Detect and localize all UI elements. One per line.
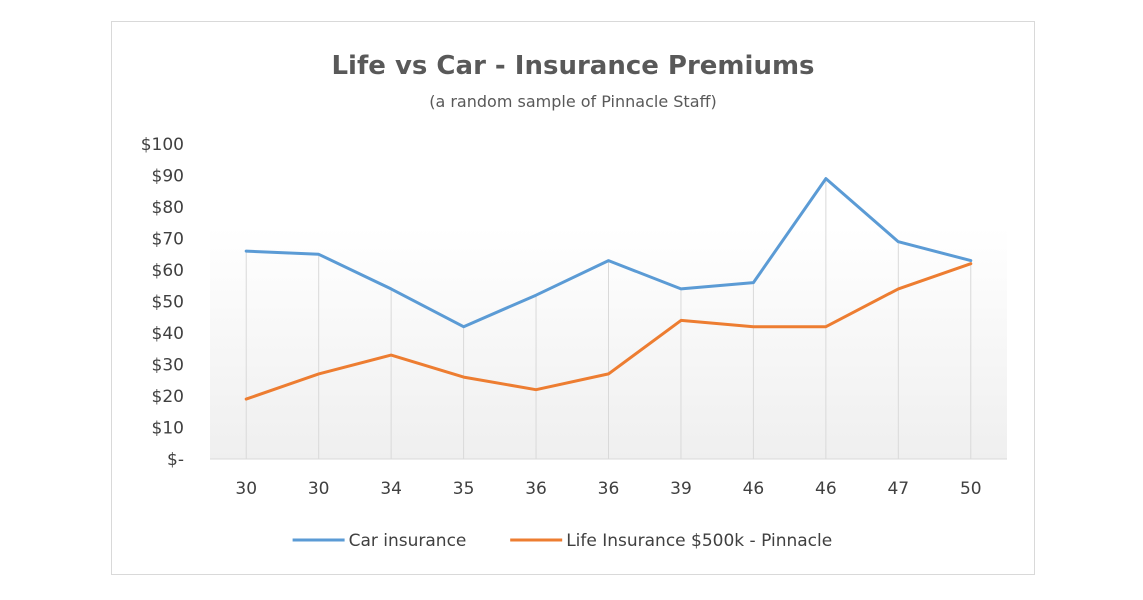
series-lines [244, 177, 973, 401]
x-tick-label: 30 [235, 479, 257, 499]
series-line [244, 177, 973, 329]
y-tick-label: $50 [152, 293, 184, 313]
x-tick-label: 47 [887, 479, 909, 499]
y-tick-label: $80 [152, 198, 184, 218]
gridlines [210, 178, 1007, 460]
legend: Car insurance Life Insurance $500k - Pinn… [292, 531, 832, 551]
y-tick-label: $70 [152, 230, 184, 250]
chart: Life vs Car - Insurance Premiums (a rand… [141, 51, 1007, 551]
legend-label: Car insurance [349, 531, 467, 551]
x-tick-label: 46 [743, 479, 765, 499]
y-axis-tick-labels: $- $10 $20 $30 $40 $50 $60 $70 $80 $90 $100 [141, 135, 184, 470]
x-axis-tick-labels: 30 30 34 35 36 36 39 46 46 47 50 [235, 479, 981, 499]
legend-label: Life Insurance $500k - Pinnacle [566, 531, 832, 551]
y-tick-label: $60 [152, 261, 184, 281]
y-tick-label: $20 [152, 387, 184, 407]
chart-title: Life vs Car - Insurance Premiums [331, 51, 814, 81]
chart-subtitle: (a random sample of Pinnacle Staff) [429, 92, 717, 111]
x-tick-label: 46 [815, 479, 837, 499]
y-tick-label: $- [167, 450, 184, 470]
x-tick-label: 34 [380, 479, 402, 499]
x-tick-label: 36 [598, 479, 620, 499]
y-tick-label: $100 [141, 135, 184, 155]
x-tick-label: 36 [525, 479, 547, 499]
x-tick-label: 35 [453, 479, 475, 499]
y-tick-label: $40 [152, 324, 184, 344]
y-tick-label: $10 [152, 419, 184, 439]
x-tick-label: 30 [308, 479, 330, 499]
chart-frame: Life vs Car - Insurance Premiums (a rand… [111, 21, 1035, 575]
series-line [244, 262, 973, 401]
y-tick-label: $90 [152, 167, 184, 187]
x-tick-label: 39 [670, 479, 692, 499]
x-tick-label: 50 [960, 479, 982, 499]
y-tick-label: $30 [152, 356, 184, 376]
